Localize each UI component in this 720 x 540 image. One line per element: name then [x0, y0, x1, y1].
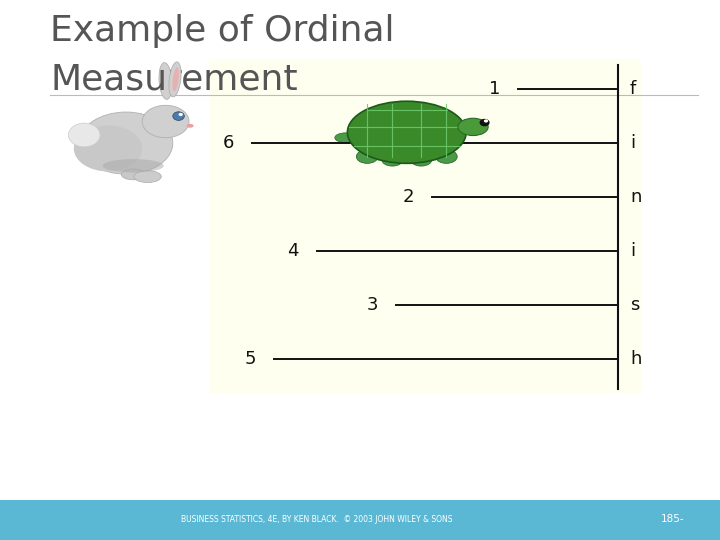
Circle shape: [68, 123, 100, 147]
Bar: [209, 59, 641, 394]
Text: h: h: [630, 350, 642, 368]
Ellipse shape: [102, 159, 163, 173]
Text: 5: 5: [244, 350, 256, 368]
Ellipse shape: [73, 125, 142, 172]
Bar: [0, 500, 720, 540]
Text: 185-: 185-: [660, 515, 684, 524]
Text: 2: 2: [402, 188, 414, 206]
Ellipse shape: [335, 133, 356, 143]
Ellipse shape: [186, 124, 194, 128]
Ellipse shape: [79, 112, 173, 174]
Text: 1: 1: [489, 80, 500, 98]
Ellipse shape: [134, 171, 161, 183]
Circle shape: [179, 113, 183, 116]
Ellipse shape: [121, 169, 145, 180]
Text: i: i: [630, 242, 635, 260]
Ellipse shape: [347, 102, 467, 163]
Text: n: n: [630, 188, 642, 206]
Text: Measurement: Measurement: [50, 62, 298, 96]
Text: 6: 6: [222, 134, 234, 152]
Text: i: i: [630, 134, 635, 152]
Text: s: s: [630, 296, 639, 314]
Text: f: f: [630, 80, 636, 98]
Ellipse shape: [436, 150, 457, 163]
Ellipse shape: [142, 105, 189, 138]
Circle shape: [484, 119, 488, 123]
Text: Example of Ordinal: Example of Ordinal: [50, 14, 395, 48]
Ellipse shape: [458, 118, 488, 136]
Circle shape: [480, 119, 490, 126]
Text: BUSINESS STATISTICS, 4E, BY KEN BLACK.  © 2003 JOHN WILEY & SONS: BUSINESS STATISTICS, 4E, BY KEN BLACK. ©…: [181, 515, 453, 524]
Ellipse shape: [169, 62, 181, 97]
Text: 4: 4: [287, 242, 299, 260]
Ellipse shape: [159, 63, 172, 99]
Text: 3: 3: [366, 296, 378, 314]
Circle shape: [173, 112, 184, 120]
Ellipse shape: [410, 152, 432, 166]
Ellipse shape: [356, 150, 378, 163]
Ellipse shape: [173, 68, 179, 91]
Ellipse shape: [382, 152, 403, 166]
